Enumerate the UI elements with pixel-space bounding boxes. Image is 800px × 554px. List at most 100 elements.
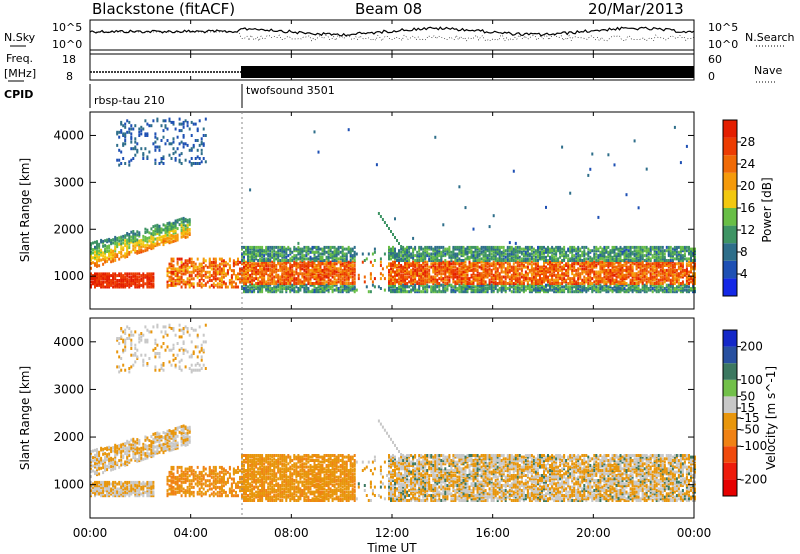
heatmap-cell: [106, 275, 109, 279]
heatmap-cell: [249, 280, 252, 284]
heatmap-cell: [597, 215, 600, 219]
heatmap-cell: [398, 254, 400, 258]
heatmap-cell: [506, 268, 509, 272]
heatmap-cell: [625, 262, 628, 266]
heatmap-cell: [184, 219, 187, 223]
heatmap-cell: [492, 280, 495, 284]
heatmap-cell: [486, 268, 489, 272]
heatmap-cell: [506, 252, 509, 256]
heatmap-cell: [138, 251, 141, 254]
heatmap-cell: [400, 285, 403, 289]
heatmap-cell: [295, 260, 298, 264]
heatmap-cell: [289, 277, 292, 281]
heatmap-cell: [408, 264, 411, 267]
heatmap-cell: [402, 287, 405, 290]
heatmap-cell: [208, 265, 211, 269]
heatmap-cell: [458, 264, 461, 267]
heatmap-cell: [621, 275, 624, 279]
heatmap-cell: [518, 287, 521, 290]
heatmap-cell: [599, 283, 602, 287]
heatmap-cell: [412, 264, 415, 267]
heatmap-cell: [639, 247, 642, 251]
heatmap-cell: [470, 282, 473, 285]
heatmap-cell: [541, 247, 543, 251]
heatmap-cell: [472, 227, 475, 231]
heatmap-cell: [641, 250, 644, 254]
heatmap-cell: [551, 259, 554, 262]
heatmap-cell: [480, 272, 483, 276]
heatmap-cell: [337, 247, 340, 251]
heatmap-cell: [613, 268, 616, 272]
heatmap-cell: [146, 134, 149, 137]
heatmap-cell: [237, 285, 239, 289]
heatmap-cell: [212, 267, 215, 271]
heatmap-cell: [498, 257, 501, 261]
heatmap-cell: [142, 239, 145, 243]
heatmap-cell: [557, 247, 560, 251]
heatmap-cell: [192, 162, 195, 165]
heatmap-cell: [583, 267, 586, 271]
heatmap-cell: [593, 285, 596, 289]
heatmap-cell: [96, 280, 98, 284]
heatmap-cell: [512, 252, 515, 256]
heatmap-cell: [442, 272, 445, 276]
heatmap-cell: [647, 270, 650, 274]
heatmap-cell: [470, 287, 473, 290]
heatmap-cell: [392, 283, 394, 287]
heatmap-cell: [402, 275, 405, 279]
heatmap-cell: [460, 250, 463, 254]
heatmap-cell: [635, 290, 638, 294]
heatmap-cell: [351, 268, 354, 272]
heatmap-cell: [311, 288, 314, 292]
heatmap-cell: [486, 255, 489, 259]
heatmap-cell: [287, 270, 290, 274]
heatmap-cell: [458, 275, 461, 279]
heatmap-cell: [130, 158, 133, 162]
heatmap-cell: [585, 265, 588, 269]
heatmap-cell: [442, 280, 445, 284]
heatmap-cell: [379, 272, 382, 276]
heatmap-cell: [257, 249, 260, 253]
heatmap-cell: [545, 273, 547, 277]
heatmap-cell: [321, 259, 324, 262]
heatmap-cell: [506, 287, 509, 290]
heatmap-cell: [599, 255, 602, 259]
heatmap-cell: [526, 287, 529, 290]
heatmap-cell: [168, 270, 171, 274]
heatmap-cell: [528, 270, 531, 274]
heatmap-cell: [589, 275, 592, 279]
heatmap-cell: [349, 272, 352, 276]
heatmap-cell: [369, 273, 372, 277]
heatmap-cell: [277, 245, 280, 249]
heatmap-cell: [520, 283, 523, 287]
heatmap-cell: [297, 241, 300, 245]
heatmap-cell: [426, 270, 429, 274]
heatmap-cell: [466, 252, 469, 256]
heatmap-cell: [321, 260, 324, 264]
heatmap-cell: [539, 252, 541, 256]
heatmap-cell: [537, 254, 539, 258]
heatmap-cell: [394, 217, 396, 221]
heatmap-cell: [611, 287, 614, 290]
heatmap-cell: [343, 283, 346, 287]
heatmap-cell: [500, 275, 503, 279]
heatmap-cell: [541, 250, 543, 254]
heatmap-cell: [404, 283, 407, 287]
heatmap-cell: [573, 273, 576, 277]
heatmap-cell: [484, 264, 487, 267]
heatmap-cell: [150, 124, 153, 128]
heatmap-cell: [498, 287, 501, 290]
heatmap-cell: [114, 235, 117, 239]
heatmap-cell: [422, 247, 425, 251]
heatmap-cell: [641, 247, 644, 251]
heatmap-cell: [524, 250, 527, 254]
heatmap-cell: [410, 245, 413, 249]
heatmap-cell: [526, 252, 529, 256]
heatmap-cell: [202, 142, 205, 146]
heatmap-cell: [583, 275, 586, 279]
heatmap-cell: [444, 264, 447, 267]
heatmap-cell: [458, 252, 461, 256]
heatmap-cell: [462, 254, 465, 258]
heatmap-cell: [422, 282, 425, 285]
heatmap-cell: [98, 277, 101, 281]
